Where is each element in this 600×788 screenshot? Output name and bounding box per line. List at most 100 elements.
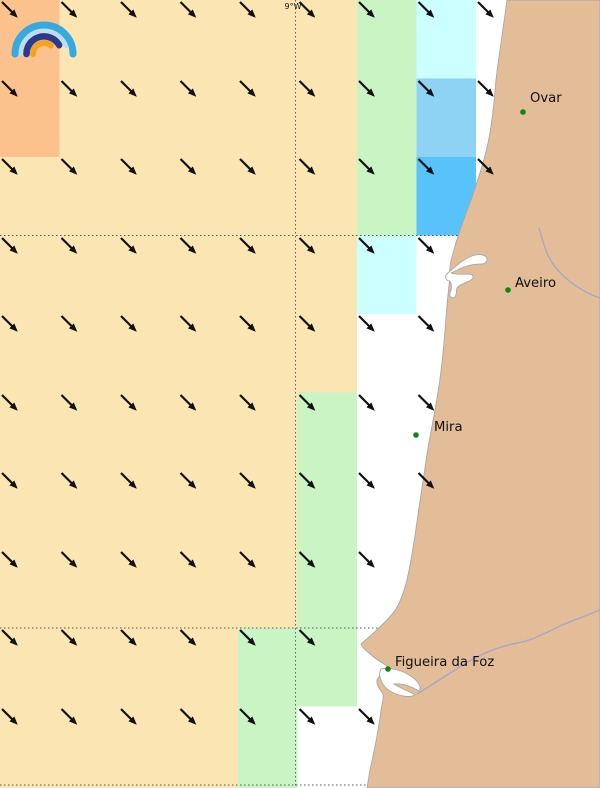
wind-arrow-icon	[120, 315, 137, 332]
wind-arrow-icon	[477, 158, 494, 175]
wind-arrow-icon	[60, 551, 78, 568]
wind-arrow-icon	[239, 158, 256, 175]
wind-arrow-icon	[60, 472, 78, 489]
wind-arrow-icon	[1, 80, 18, 97]
wind-arrow-icon	[120, 1, 137, 18]
wind-arrow-icon	[298, 708, 316, 725]
wind-arrow-icon	[60, 394, 78, 411]
wind-arrow-icon	[120, 551, 137, 568]
city-label: Mira	[434, 420, 463, 435]
wind-arrow-icon	[120, 158, 137, 175]
wind-arrows-layer	[1, 1, 494, 725]
wind-arrow-icon	[298, 80, 316, 97]
wind-arrow-icon	[60, 629, 78, 646]
wind-arrow-icon	[417, 472, 435, 489]
wind-arrow-icon	[1, 1, 18, 18]
aveiro-lagoon	[445, 254, 488, 299]
wind-arrow-icon	[179, 629, 197, 646]
wind-arrow-icon	[358, 80, 375, 97]
wind-arrow-icon	[60, 315, 78, 332]
wind-arrow-icon	[1, 394, 18, 411]
wind-arrow-icon	[417, 394, 435, 411]
wind-arrow-icon	[120, 394, 137, 411]
wind-arrow-icon	[239, 237, 256, 254]
city-label: Ovar	[530, 91, 562, 106]
wind-arrow-icon	[358, 472, 375, 489]
mondego-estuary	[379, 668, 421, 697]
wind-arrow-icon	[1, 237, 18, 254]
wind-arrow-icon	[120, 237, 137, 254]
wind-arrow-icon	[179, 80, 197, 97]
wind-arrow-icon	[120, 629, 137, 646]
wind-arrow-icon	[417, 315, 435, 332]
wind-arrow-icon	[298, 629, 316, 646]
wind-arrow-icon	[179, 315, 197, 332]
wind-arrow-icon	[179, 472, 197, 489]
wind-arrow-icon	[358, 315, 375, 332]
wind-cell-lightblue	[416, 78, 476, 157]
wind-arrow-icon	[239, 551, 256, 568]
wind-arrow-icon	[477, 80, 494, 97]
wind-arrow-icon	[60, 80, 78, 97]
wind-arrow-icon	[1, 629, 18, 646]
wind-arrow-icon	[417, 237, 435, 254]
wind-arrow-icon	[60, 1, 78, 18]
wind-arrow-icon	[417, 80, 435, 97]
wind-arrow-icon	[358, 1, 375, 18]
wind-arrow-icon	[179, 708, 197, 725]
wind-arrow-icon	[417, 158, 435, 175]
city-dot	[520, 109, 526, 115]
wind-arrow-icon	[298, 551, 316, 568]
vouga-river-line	[538, 227, 600, 299]
city-dot	[385, 666, 391, 672]
wind-arrow-icon	[239, 394, 256, 411]
wind-arrow-icon	[179, 237, 197, 254]
wind-arrow-icon	[1, 472, 18, 489]
city-markers-layer: Ovar Aveiro Mira Figueira da Foz	[385, 91, 562, 672]
wind-arrow-icon	[1, 315, 18, 332]
wind-arrow-icon	[179, 158, 197, 175]
wind-arrow-icon	[298, 1, 316, 18]
wind-arrow-icon	[239, 629, 256, 646]
wind-arrow-icon	[239, 80, 256, 97]
wind-cell-green	[297, 392, 357, 707]
wind-arrow-icon	[358, 237, 375, 254]
wind-cell-cyan	[416, 0, 476, 79]
wind-arrow-icon	[60, 237, 78, 254]
mondego-river-line	[416, 609, 600, 695]
forecast-base-region	[0, 0, 357, 788]
wind-arrow-icon	[120, 80, 137, 97]
wind-arrow-icon	[358, 551, 375, 568]
wind-arrow-icon	[179, 1, 197, 18]
wind-arrow-icon	[120, 472, 137, 489]
wind-arrow-icon	[179, 394, 197, 411]
wind-arrow-icon	[120, 708, 137, 725]
wind-arrow-icon	[239, 708, 256, 725]
wind-arrow-icon	[1, 551, 18, 568]
wind-arrow-icon	[239, 472, 256, 489]
city-label: Figueira da Foz	[395, 655, 494, 670]
wind-arrow-icon	[358, 158, 375, 175]
land-region	[360, 0, 600, 788]
wind-arrow-icon	[239, 315, 256, 332]
wind-arrow-icon	[477, 1, 494, 18]
wind-arrow-icon	[298, 394, 316, 411]
wind-arrow-icon	[298, 158, 316, 175]
wind-arrow-icon	[179, 551, 197, 568]
wind-arrow-icon	[417, 1, 435, 18]
wind-cell-green	[238, 628, 298, 788]
wind-arrow-icon	[358, 708, 375, 725]
meridian-label: 9°W	[285, 2, 302, 11]
wind-arrow-icon	[1, 158, 18, 175]
wind-arrow-icon	[298, 472, 316, 489]
wind-arrow-icon	[60, 158, 78, 175]
wind-arrow-icon	[298, 315, 316, 332]
wind-arrow-icon	[239, 1, 256, 18]
city-dot	[505, 287, 511, 293]
wind-cell-cyan	[357, 235, 417, 314]
rainbow-logo-icon	[11, 21, 77, 58]
city-label: Aveiro	[515, 276, 556, 291]
wind-cell-green	[357, 0, 417, 236]
